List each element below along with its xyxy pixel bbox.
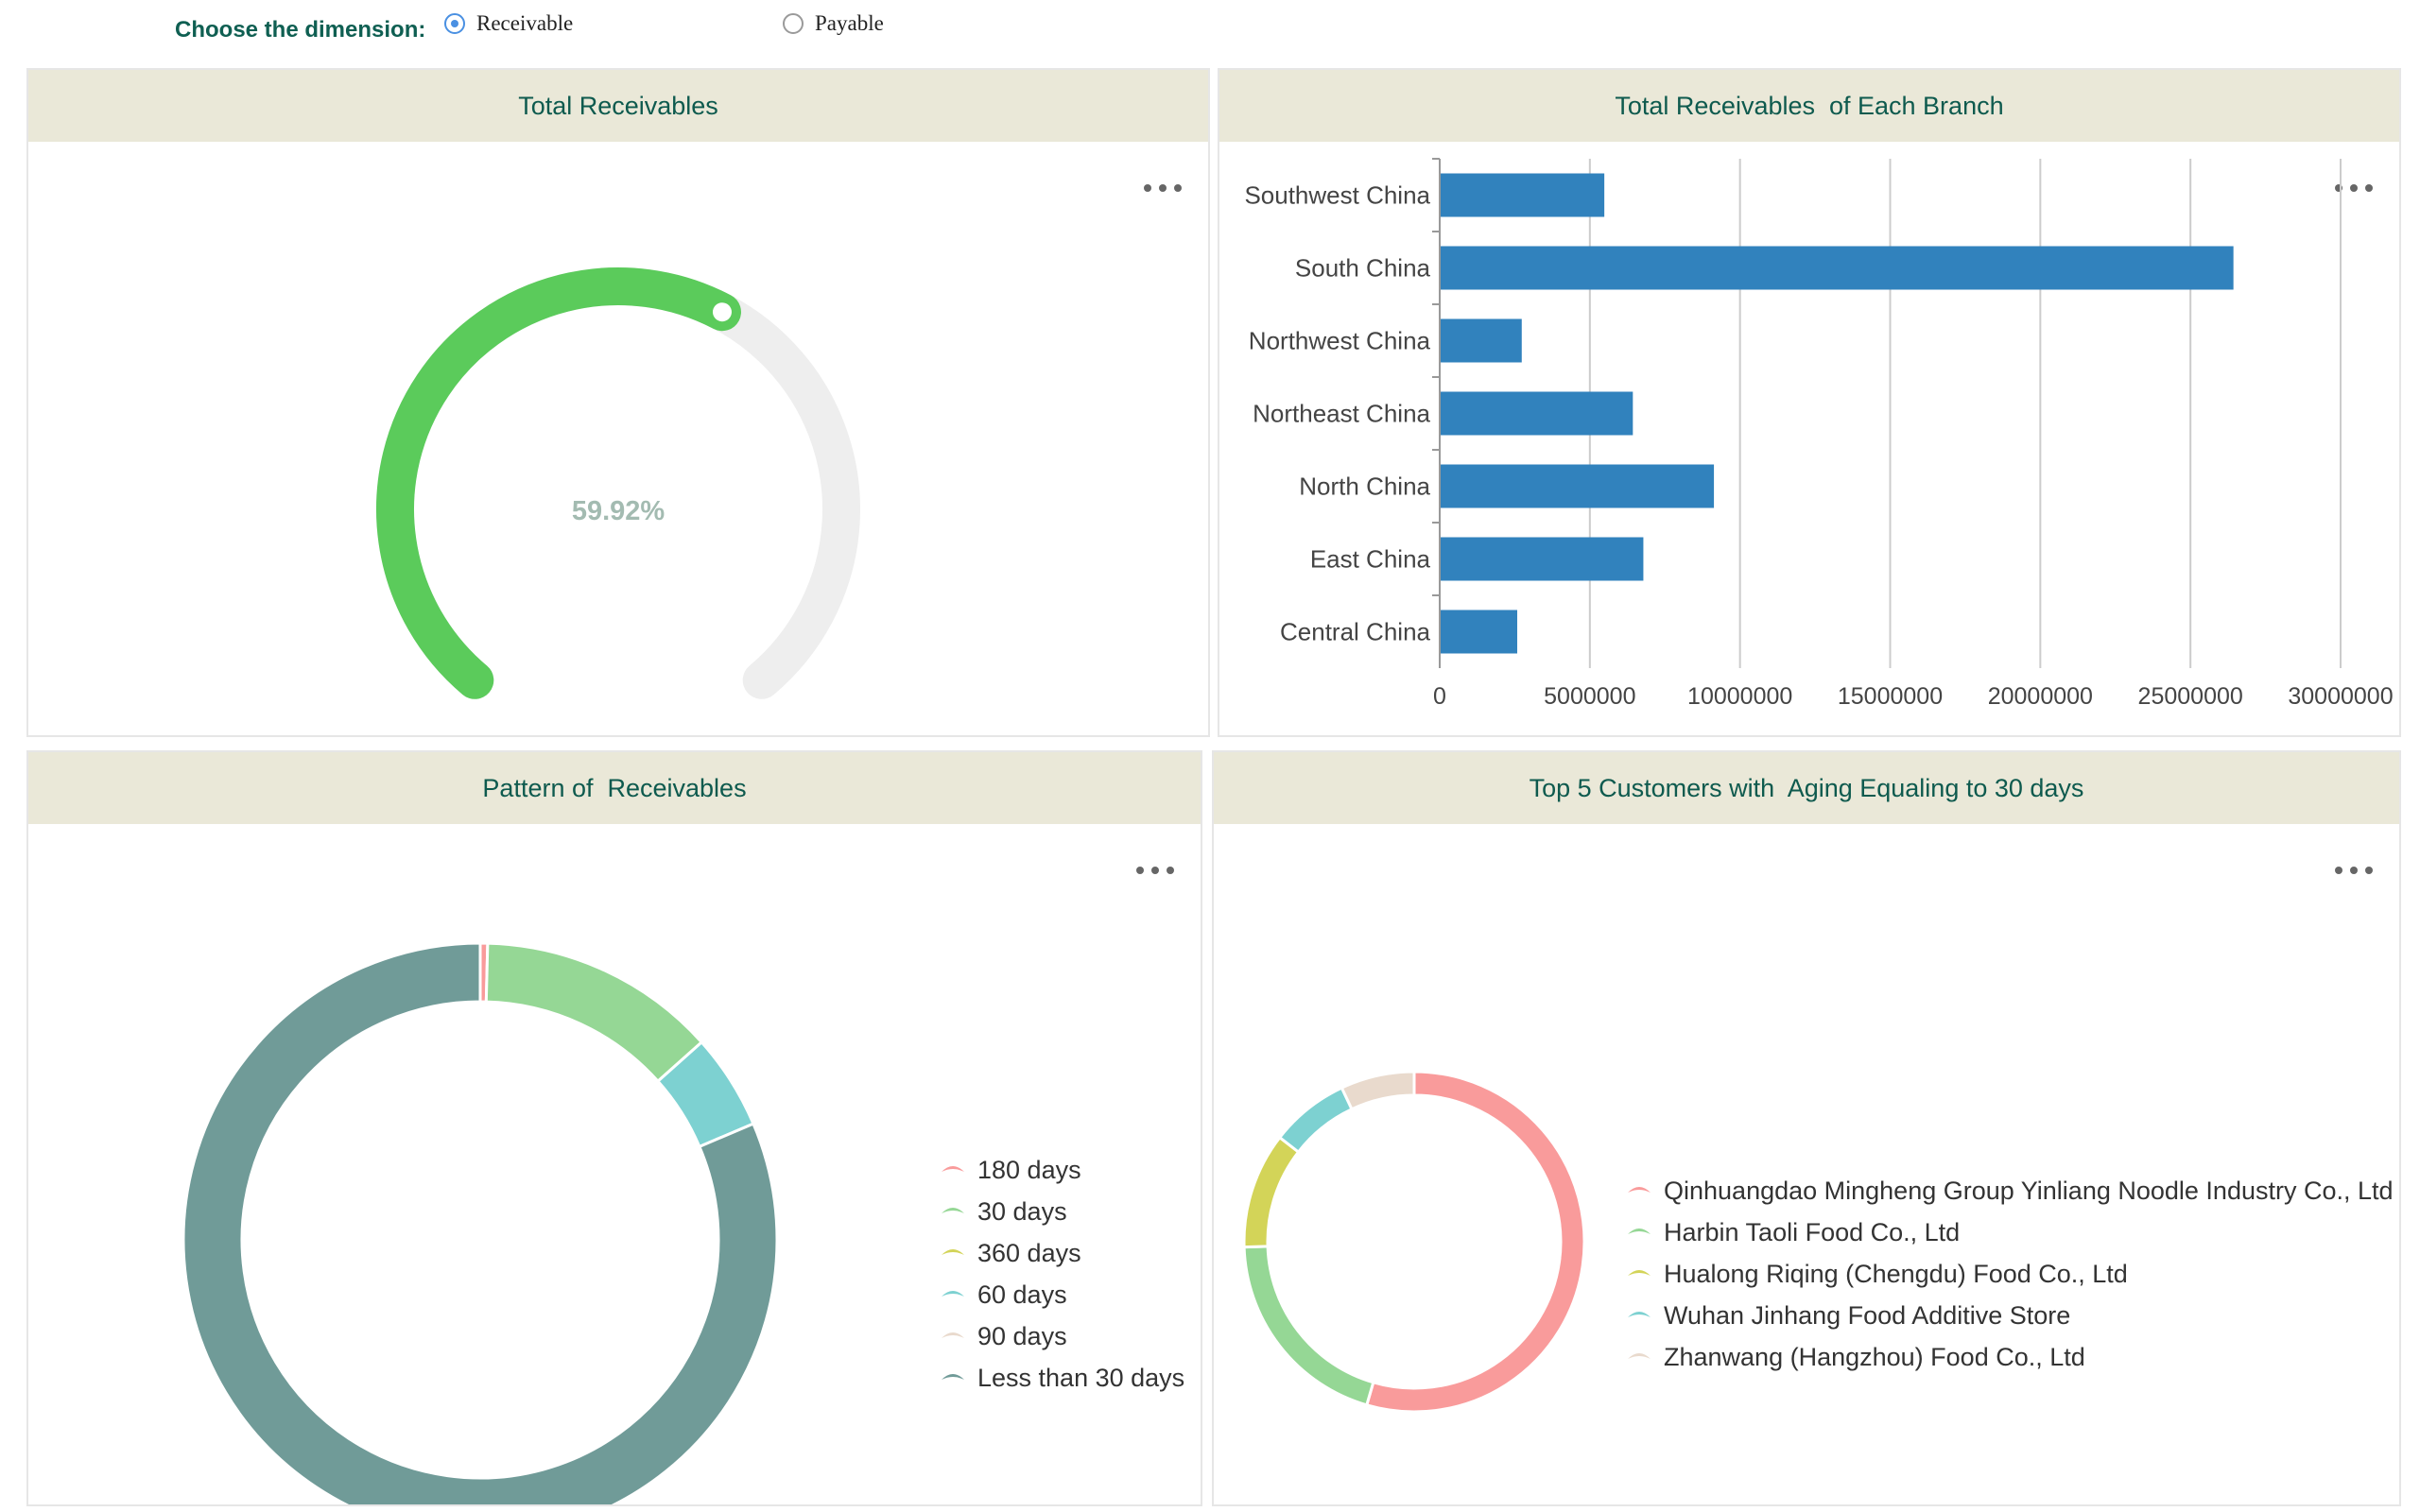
legend-swatch-icon [942,1249,964,1255]
legend-item-label[interactable]: 60 days [977,1280,1067,1309]
x-tick-label: 15000000 [1838,683,1943,710]
donut-slice[interactable] [182,941,779,1504]
y-category-label: Southwest China [1244,181,1430,210]
legend-swatch-icon [1628,1312,1651,1317]
donut-slice[interactable] [1364,1070,1586,1414]
bar[interactable] [1441,464,1715,508]
donut-slice[interactable] [484,941,704,1084]
legend-item-label[interactable]: 90 days [977,1322,1067,1350]
legend-swatch-icon [1628,1270,1651,1276]
y-category-label: Northwest China [1249,327,1431,355]
legend-item-label[interactable]: Harbin Taoli Food Co., Ltd [1664,1218,1960,1246]
radio-receivable-circle[interactable] [444,13,465,34]
legend-item-label[interactable]: Zhanwang (Hangzhou) Food Co., Ltd [1664,1343,2085,1371]
donut-slice[interactable] [1277,1086,1354,1155]
x-tick-label: 0 [1433,683,1446,710]
panel-title: Total Receivables of Each Branch [1615,91,2004,120]
legend-swatch-icon [942,1166,964,1172]
y-category-label: East China [1310,545,1431,574]
dimension-label: Choose the dimension: [175,17,426,43]
top5-donut-chart: Qinhuangdao Mingheng Group Yinliang Nood… [1242,1070,2394,1414]
y-category-label: Northeast China [1253,400,1430,428]
legend-swatch-icon [942,1332,964,1338]
x-tick-label: 25000000 [2138,683,2243,710]
panel-header: Total Receivables [28,70,1208,142]
radio-receivable[interactable]: Receivable [444,8,573,40]
legend-item-label[interactable]: 360 days [977,1239,1081,1267]
legend-swatch-icon [942,1291,964,1297]
bar[interactable] [1441,173,1605,217]
legend-item-label[interactable]: 30 days [977,1197,1067,1226]
legend-item-label[interactable]: Less than 30 days [977,1364,1184,1392]
gauge-value-label: 59.92% [572,496,666,526]
panel-title: Top 5 Customers with Aging Equaling to 3… [1529,773,2084,802]
panel-header: Pattern of Receivables [28,752,1201,824]
donut-slice[interactable] [1242,1245,1375,1407]
legend-item-label[interactable]: Wuhan Jinhang Food Additive Store [1664,1301,2070,1330]
panel-header: Top 5 Customers with Aging Equaling to 3… [1214,752,2399,824]
panel-header: Total Receivables of Each Branch [1219,70,2399,142]
panel-total-receivables: Total Receivables 59.92% [26,68,1210,737]
bar[interactable] [1441,537,1644,581]
legend-swatch-icon [1628,1228,1651,1234]
bar[interactable] [1441,391,1634,436]
y-category-label: North China [1299,472,1430,501]
y-category-label: Central China [1280,618,1431,646]
more-options-icon[interactable] [1136,861,1174,880]
radio-receivable-label[interactable]: Receivable [476,11,574,35]
radio-payable[interactable]: Payable [783,8,884,40]
donut-slice[interactable] [1242,1135,1301,1249]
pattern-donut-chart: 180 days 30 days 360 days 60 days 90 days Les… [182,941,1184,1504]
panel-branch-receivables: Total Receivables of Each Branch 0 500000… [1218,68,2401,737]
x-tick-label: 20000000 [1988,683,2093,710]
legend-swatch-icon [1628,1353,1651,1359]
more-options-icon[interactable] [2335,861,2373,880]
panel-pattern-receivables: Pattern of Receivables 180 days 30 days 36… [26,750,1202,1506]
panel-top5-customers: Top 5 Customers with Aging Equaling to 3… [1212,750,2401,1506]
legend-item-label[interactable]: Hualong Riqing (Chengdu) Food Co., Ltd [1664,1260,2128,1288]
gauge-progress-arc [376,267,741,699]
legend-swatch-icon [1628,1187,1651,1193]
bar[interactable] [1441,610,1518,654]
panel-title: Pattern of Receivables [482,773,747,802]
y-category-label: South China [1295,254,1431,283]
gauge-chart: 59.92% [376,267,860,699]
legend-item-label[interactable]: 180 days [977,1156,1081,1184]
x-tick-label: 30000000 [2288,683,2393,710]
legend-swatch-icon [942,1374,964,1380]
x-tick-label: 10000000 [1687,683,1792,710]
legend-swatch-icon [942,1208,964,1213]
radio-payable-circle[interactable] [783,13,804,34]
panel-title: Total Receivables [518,91,718,120]
dimension-chooser: Choose the dimension: Receivable Payable [0,0,2420,66]
bar[interactable] [1441,246,2234,290]
more-options-icon[interactable] [2335,179,2373,198]
donut-slice[interactable] [1340,1070,1416,1111]
bar[interactable] [1441,318,1522,363]
more-options-icon[interactable] [1144,179,1182,198]
x-tick-label: 5000000 [1544,683,1635,710]
radio-payable-label[interactable]: Payable [815,11,884,35]
gauge-knob [712,302,732,322]
branch-bar-chart: 0 5000000 10000000 15000000 20000000 25000000… [1244,158,2394,710]
legend-item-label[interactable]: Qinhuangdao Mingheng Group Yinliang Nood… [1664,1177,2394,1205]
